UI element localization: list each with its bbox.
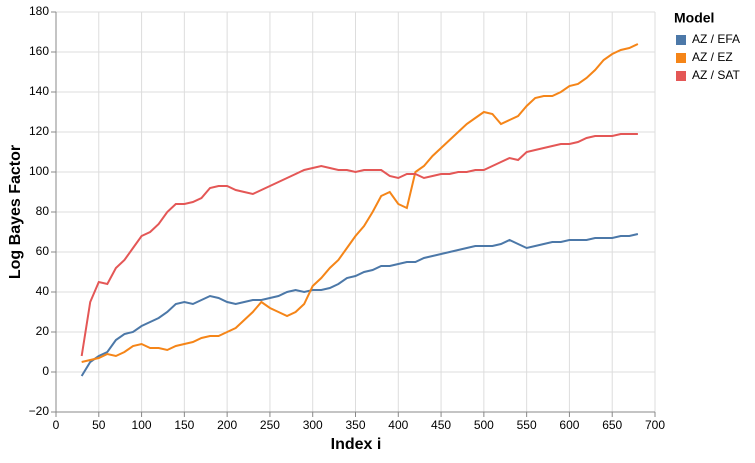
x-tick-label: 100 — [132, 418, 152, 432]
x-tick-label: 200 — [217, 418, 237, 432]
y-tick-label: 120 — [29, 124, 49, 138]
x-tick-label: 50 — [92, 418, 106, 432]
line — [80, 133, 638, 357]
legend-symbol — [676, 53, 686, 63]
x-tick-label: 350 — [345, 418, 365, 432]
y-tick-label: 160 — [29, 44, 49, 58]
legend-symbol — [676, 71, 686, 81]
x-tick-label: 700 — [645, 418, 665, 432]
legend-label: AZ / SAT — [692, 68, 740, 82]
y-tick-label: −20 — [29, 404, 50, 418]
x-tick-label: 650 — [602, 418, 622, 432]
x-tick-label: 300 — [303, 418, 323, 432]
y-tick-label: 40 — [36, 284, 50, 298]
y-tick-label: 100 — [29, 164, 49, 178]
legend-label: AZ / EFA — [692, 32, 740, 46]
y-tick-label: 180 — [29, 4, 49, 18]
line — [81, 43, 639, 363]
legend-title: Model — [674, 10, 714, 26]
x-tick-label: 250 — [260, 418, 280, 432]
x-tick-label: 0 — [53, 418, 60, 432]
x-tick-label: 550 — [517, 418, 537, 432]
x-tick-label: 600 — [559, 418, 579, 432]
x-axis-title: Index i — [331, 436, 382, 453]
line — [80, 233, 639, 377]
y-tick-label: 20 — [36, 324, 50, 338]
y-tick-label: 60 — [36, 244, 50, 258]
x-tick-label: 150 — [174, 418, 194, 432]
x-tick-label: 450 — [431, 418, 451, 432]
x-tick-label: 500 — [474, 418, 494, 432]
legend-symbol — [676, 35, 686, 45]
y-tick-label: 140 — [29, 84, 49, 98]
x-tick-label: 400 — [388, 418, 408, 432]
y-tick-label: 80 — [36, 204, 50, 218]
legend-label: AZ / EZ — [692, 50, 733, 64]
y-tick-label: 0 — [42, 364, 49, 378]
y-axis-title: Log Bayes Factor — [7, 145, 24, 279]
